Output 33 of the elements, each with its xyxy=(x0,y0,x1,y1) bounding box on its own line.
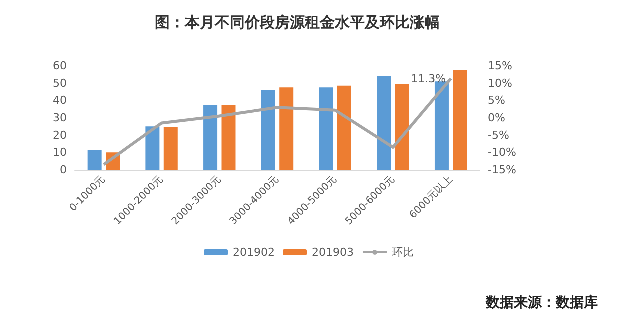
bar xyxy=(204,105,218,170)
y2-tick-label: 10% xyxy=(488,76,512,90)
legend-label: 环比 xyxy=(392,246,414,259)
bar xyxy=(261,90,276,170)
bar xyxy=(164,128,178,170)
legend-label: 201902 xyxy=(233,246,276,259)
y-tick-label: 50 xyxy=(53,76,67,90)
bar xyxy=(337,86,352,170)
y-tick-label: 0 xyxy=(60,164,67,176)
bar xyxy=(280,88,294,170)
y2-tick-label: 5% xyxy=(488,94,506,108)
bar xyxy=(395,84,410,170)
y-tick-label: 40 xyxy=(53,94,67,108)
y2-tick-label: 0% xyxy=(488,112,506,124)
source-note: 数据来源：数据库 xyxy=(485,294,598,311)
data-label: 11.3% xyxy=(411,72,446,86)
y-tick-label: 60 xyxy=(53,60,67,72)
y2-tick-label: -15% xyxy=(488,164,516,176)
y2-tick-label: -10% xyxy=(488,146,516,160)
bar xyxy=(453,70,468,170)
y-tick-label: 10 xyxy=(53,146,67,160)
y2-tick-label: 15% xyxy=(488,60,512,72)
bar xyxy=(377,76,392,170)
bar xyxy=(319,88,334,170)
bar xyxy=(88,150,102,170)
legend-label: 201903 xyxy=(312,246,354,259)
bar xyxy=(434,82,449,170)
y-tick-label: 20 xyxy=(53,128,67,142)
chart-title: 图：本月不同价段房源租金水平及环比涨幅 xyxy=(155,14,440,32)
bar xyxy=(222,105,236,170)
bar xyxy=(146,126,160,170)
y-tick-label: 30 xyxy=(53,112,67,124)
y2-tick-label: -5% xyxy=(488,128,510,142)
